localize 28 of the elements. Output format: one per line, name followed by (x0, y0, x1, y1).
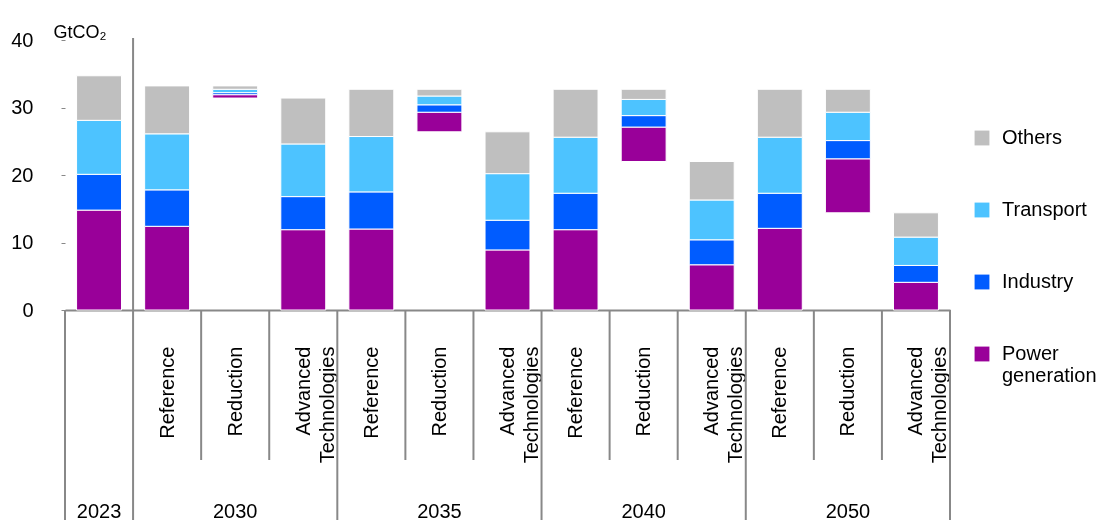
y-tick-label: 30 (11, 96, 34, 118)
text: 2040 (621, 500, 666, 520)
x-tick-label: Reference (155, 346, 178, 439)
legend-label: Transport (1002, 198, 1088, 220)
text: 2023 (76, 500, 122, 520)
text: 2050 (825, 500, 871, 520)
text: 2035 (417, 500, 462, 520)
bar (212, 85, 259, 90)
y-tick-label: 40 (11, 28, 34, 51)
legend-label: Industry (1002, 270, 1074, 292)
x-tick-label: Reference (768, 346, 791, 439)
x-tick-label: Reduction (427, 346, 450, 437)
text: 2030 (212, 500, 258, 520)
x-tick-label: Reference (359, 346, 382, 439)
x-tick-label: Reduction (836, 346, 859, 437)
x-tick-label: Advanced Technologies (291, 346, 338, 464)
y-tick-label: 0 (22, 298, 34, 321)
y-axis-title: GtCO₂ (53, 21, 107, 42)
x-tick-label: Reduction (223, 346, 246, 437)
legend-label: Others (1002, 126, 1063, 148)
y-tick-label: 10 (11, 231, 34, 253)
x-tick-label: Advanced Technologies (496, 346, 542, 464)
x-tick-label: Reference (564, 346, 587, 439)
legend-label: Power generation (1002, 342, 1097, 386)
x-tick-label: Advanced Technologies (904, 346, 951, 464)
y-tick-label: 20 (11, 163, 34, 186)
x-tick-label: Reduction (632, 346, 655, 437)
x-tick-label: Advanced Technologies (700, 346, 747, 464)
